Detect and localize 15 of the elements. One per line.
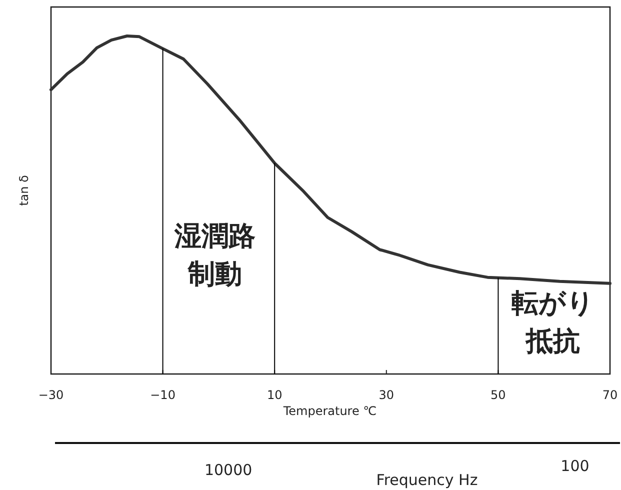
- x-tick: 50: [490, 388, 506, 402]
- x2-label: Frequency Hz: [376, 471, 478, 489]
- x-tick: 70: [602, 388, 618, 402]
- x-tick: 10: [266, 388, 282, 402]
- annotation: 転がり: [512, 288, 594, 319]
- x-tick: −30: [38, 388, 64, 402]
- y-label: tan δ: [17, 175, 31, 206]
- x-label: Temperature ℃: [283, 404, 377, 418]
- annotation: 抵抗: [526, 326, 580, 357]
- x2-tick: 10000: [204, 461, 252, 479]
- annotation: 湿潤路: [174, 221, 256, 252]
- x-tick: −10: [150, 388, 176, 402]
- annotation: 制動: [188, 259, 242, 290]
- x2-tick: 100: [560, 457, 590, 475]
- x-tick: 30: [378, 388, 394, 402]
